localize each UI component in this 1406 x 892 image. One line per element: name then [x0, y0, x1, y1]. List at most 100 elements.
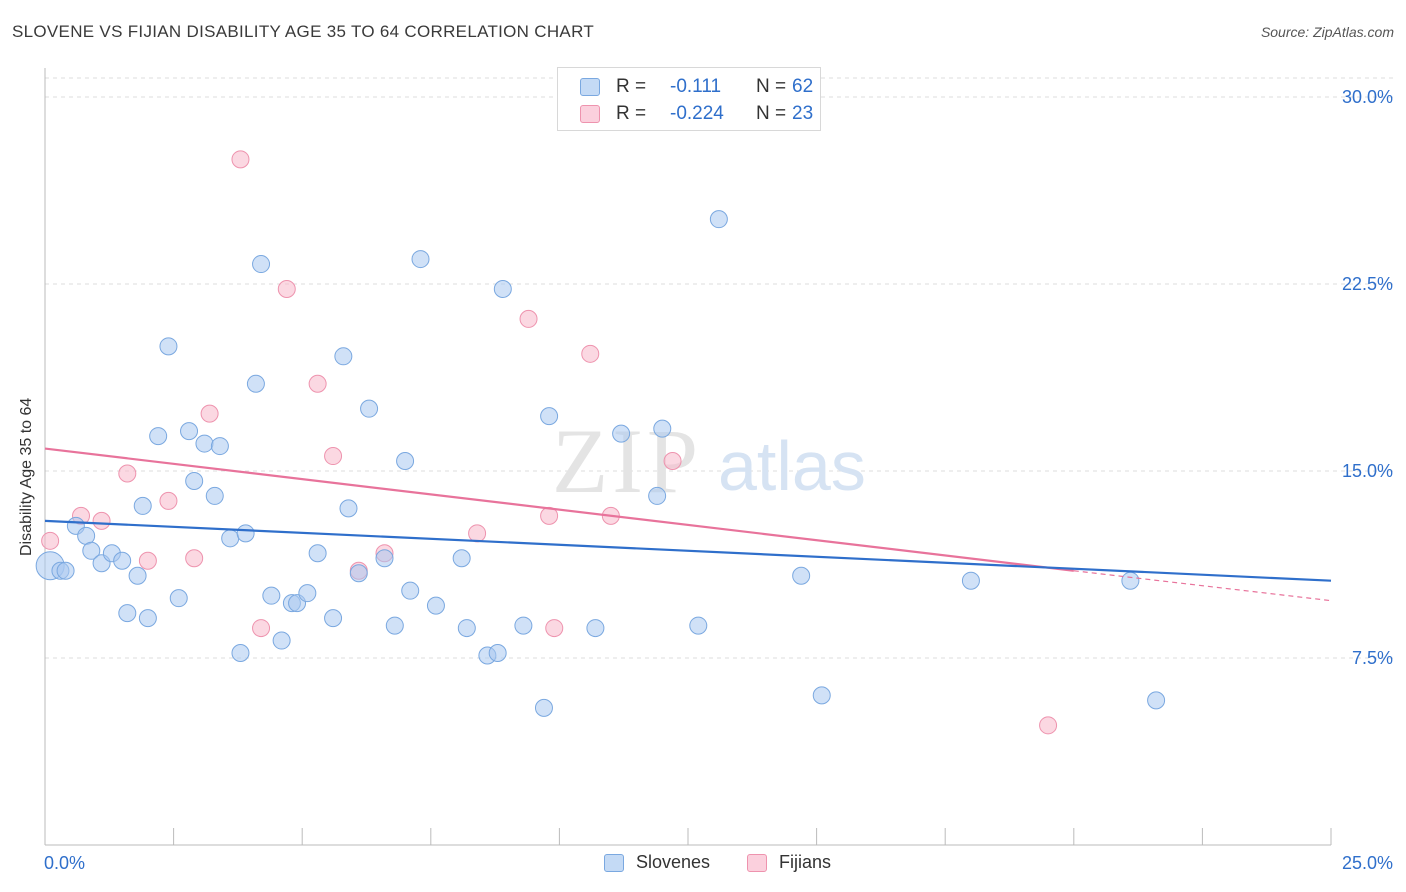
slovene-point: [272, 631, 291, 650]
source-credit: Source: ZipAtlas.com: [1260, 24, 1394, 40]
y-tick-label: 22.5%: [1342, 274, 1393, 294]
slovene-trend-line: [44, 519, 1332, 582]
slovene-point: [262, 586, 281, 605]
fijian-point: [92, 511, 111, 530]
legend-r-value: -0.224: [670, 103, 724, 124]
bottom-legend-swatch-fijians: [747, 854, 767, 872]
fijian-point: [118, 464, 137, 483]
slovene-point: [252, 255, 271, 274]
trend-lines: [44, 447, 1332, 602]
fijian-point: [231, 150, 250, 169]
slovene-point: [128, 566, 147, 585]
slovene-point: [231, 644, 250, 663]
slovene-point: [401, 581, 420, 600]
slovene-point: [488, 644, 507, 663]
slovene-point: [653, 419, 672, 438]
fijian-point: [519, 309, 538, 328]
fijian-trend-extension: [1073, 570, 1332, 602]
slovene-point: [452, 549, 471, 568]
slovene-point: [77, 526, 96, 545]
slovene-point: [1147, 691, 1166, 710]
fijian-point: [41, 531, 60, 550]
slovene-point: [689, 616, 708, 635]
watermark-atlas: atlas: [718, 427, 866, 505]
slovene-point: [180, 422, 199, 441]
slovene-point: [540, 407, 559, 426]
slovene-point: [360, 399, 379, 418]
slovene-point: [195, 434, 214, 453]
slovene-point: [339, 499, 358, 518]
fijian-point: [200, 404, 219, 423]
legend-swatch-fijians: [580, 105, 600, 123]
slovene-point: [149, 427, 168, 446]
slovene-point: [612, 424, 631, 443]
slovene-point: [792, 566, 811, 585]
slovene-point: [812, 686, 831, 705]
slovene-point: [118, 604, 137, 623]
slovene-point: [534, 698, 553, 717]
slovene-point: [185, 471, 204, 490]
slovene-point: [221, 529, 240, 548]
slovene-point: [133, 496, 152, 515]
slovene-point: [514, 616, 533, 635]
slovene-point: [236, 524, 255, 543]
legend-r-value: -0.111: [670, 76, 722, 97]
slovene-point: [169, 589, 188, 608]
slovene-point: [298, 584, 317, 603]
chart-title: SLOVENE VS FIJIAN DISABILITY AGE 35 TO 6…: [12, 22, 595, 41]
x-tick-label-max: 25.0%: [1342, 853, 1393, 873]
y-tick-label: 30.0%: [1342, 87, 1393, 107]
fijian-point: [545, 619, 564, 638]
fijian-point: [581, 344, 600, 363]
legend-n-label: N =: [756, 103, 787, 124]
fijian-point: [324, 447, 343, 466]
legend-n-value: 62: [792, 76, 814, 97]
fijian-trend-line: [44, 447, 1074, 572]
slovene-point: [648, 486, 667, 505]
slovene-point: [709, 210, 728, 229]
slovene-point: [82, 541, 101, 560]
slovene-point: [961, 571, 980, 590]
axes: [44, 68, 1332, 846]
slovene-point: [493, 279, 512, 298]
slovene-point: [138, 609, 157, 628]
fijian-point: [138, 551, 157, 570]
slovene-point: [1121, 571, 1140, 590]
fijian-points: [41, 150, 1058, 735]
slovene-points: [35, 210, 1166, 717]
bottom-legend-swatch-slovenes: [604, 854, 624, 872]
slovene-point: [334, 347, 353, 366]
slovene-point: [308, 544, 327, 563]
bottom-legend-label-fijians: Fijians: [779, 852, 832, 872]
fijian-point: [252, 619, 271, 638]
slovene-point: [113, 551, 132, 570]
fijian-point: [1039, 716, 1058, 735]
slovene-point: [159, 337, 178, 356]
tick-labels: 7.5% 15.0% 22.5% 30.0% 0.0% 25.0%: [44, 87, 1393, 873]
slovene-point: [411, 250, 430, 269]
fijian-point: [468, 524, 487, 543]
slovene-point: [210, 437, 229, 456]
watermark: ZIP atlas: [552, 410, 866, 512]
bottom-legend-label-slovenes: Slovenes: [636, 852, 711, 872]
correlation-legend: R = -0.111 N = 62 R = -0.224 N = 23: [557, 67, 821, 131]
y-tick-label: 7.5%: [1352, 648, 1393, 668]
x-tick-label-min: 0.0%: [44, 853, 85, 873]
slovene-point: [324, 609, 343, 628]
fijian-point: [185, 549, 204, 568]
legend-r-label: R =: [616, 76, 647, 97]
slovene-point: [375, 549, 394, 568]
slovene-point: [205, 486, 224, 505]
slovene-point: [349, 564, 368, 583]
slovene-point: [586, 619, 605, 638]
legend-n-value: 23: [792, 103, 814, 124]
y-tick-label: 15.0%: [1342, 461, 1393, 481]
slovene-point: [385, 616, 404, 635]
slovene-point: [56, 561, 75, 580]
slovene-point: [396, 452, 415, 471]
slovene-point: [426, 596, 445, 615]
legend-n-label: N =: [756, 76, 787, 97]
fijian-point: [277, 279, 296, 298]
fijian-point: [159, 491, 178, 510]
